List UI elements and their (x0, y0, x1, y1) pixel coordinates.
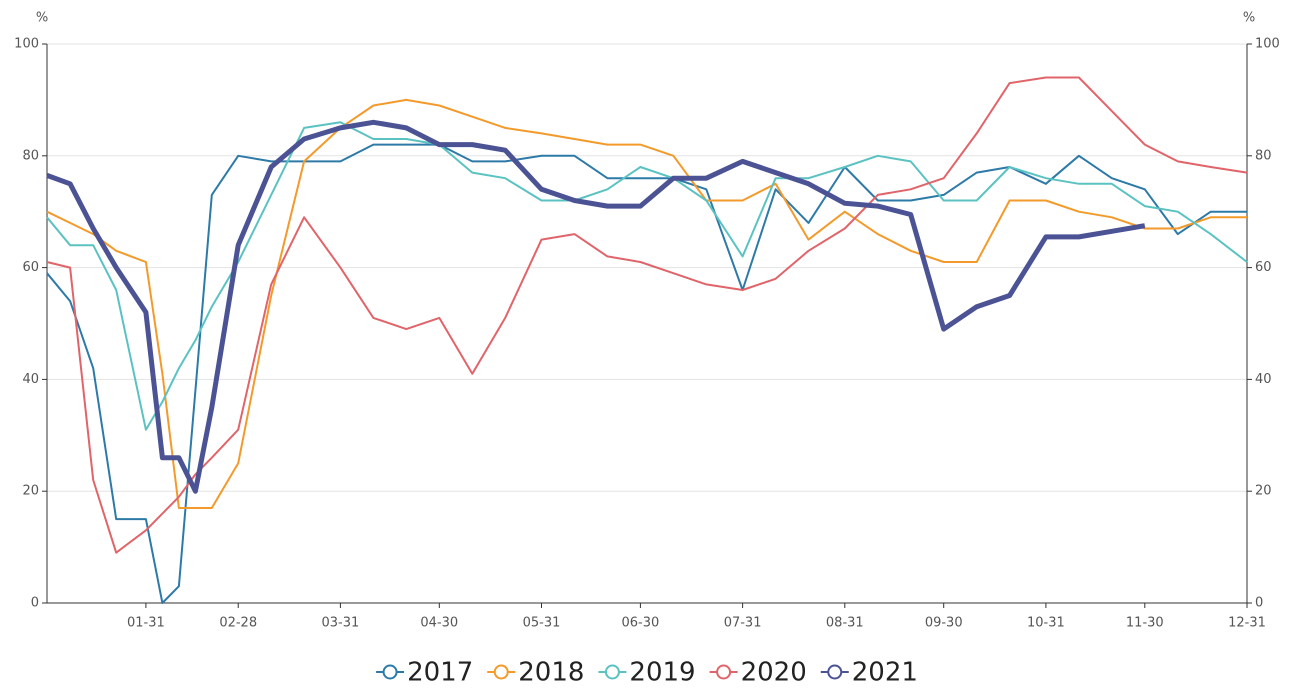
y2-tick-label: 0 (1255, 596, 1263, 611)
legend-item: 2018 (487, 658, 584, 688)
x-tick-label: 02-28 (219, 616, 257, 631)
series-line (46, 121, 1248, 431)
x-tick-label: 06-30 (622, 616, 660, 631)
legend-label: 2020 (741, 658, 807, 688)
series-line (46, 119, 1146, 494)
x-tick-label: 01-31 (127, 616, 165, 631)
y-tick-label: 20 (22, 484, 39, 499)
x-tick-label: 09-30 (925, 616, 963, 631)
legend-item: 2021 (820, 658, 918, 688)
legend-marker (604, 664, 620, 680)
series-line (46, 98, 1247, 509)
x-tick-label: 10-31 (1027, 616, 1065, 631)
legend-item: 2017 (376, 658, 473, 688)
legend: 2017 2018 2019 2020 2021 (376, 658, 918, 688)
legend-marker (716, 664, 732, 680)
y2-tick-label: 100 (1255, 37, 1280, 52)
legend-marker (382, 664, 398, 680)
y2-tick-label: 20 (1255, 484, 1272, 499)
legend-item: 2019 (598, 658, 696, 688)
legend-marker (493, 664, 509, 680)
legend-label: 2018 (518, 658, 584, 688)
legend-label: 2019 (629, 658, 695, 688)
y2-unit: % (1243, 11, 1255, 26)
y2-tick-label: 60 (1255, 260, 1272, 275)
series-line (46, 143, 1247, 604)
y-tick-label: 80 (22, 148, 39, 163)
x-tick-label: 05-31 (523, 616, 561, 631)
y-tick-label: 100 (14, 37, 39, 52)
x-tick-label: 07-31 (724, 616, 762, 631)
y-tick-label: 60 (22, 260, 39, 275)
x-tick-label: 12-31 (1228, 616, 1266, 631)
series-line (46, 76, 1248, 554)
x-tick-label: 03-31 (322, 616, 360, 631)
y-tick-label: 0 (31, 596, 39, 611)
legend-marker (827, 664, 843, 680)
y-unit: % (36, 11, 48, 26)
y-tick-label: 40 (22, 372, 39, 387)
legend-label: 2021 (852, 658, 918, 688)
x-tick-label: 04-30 (420, 616, 458, 631)
x-tick-label: 08-31 (826, 616, 864, 631)
legend-item: 2020 (709, 658, 807, 688)
x-tick-label: 11-30 (1126, 616, 1164, 631)
legend-label: 2017 (407, 658, 473, 688)
y2-tick-label: 80 (1255, 148, 1272, 163)
y2-tick-label: 40 (1255, 372, 1272, 387)
